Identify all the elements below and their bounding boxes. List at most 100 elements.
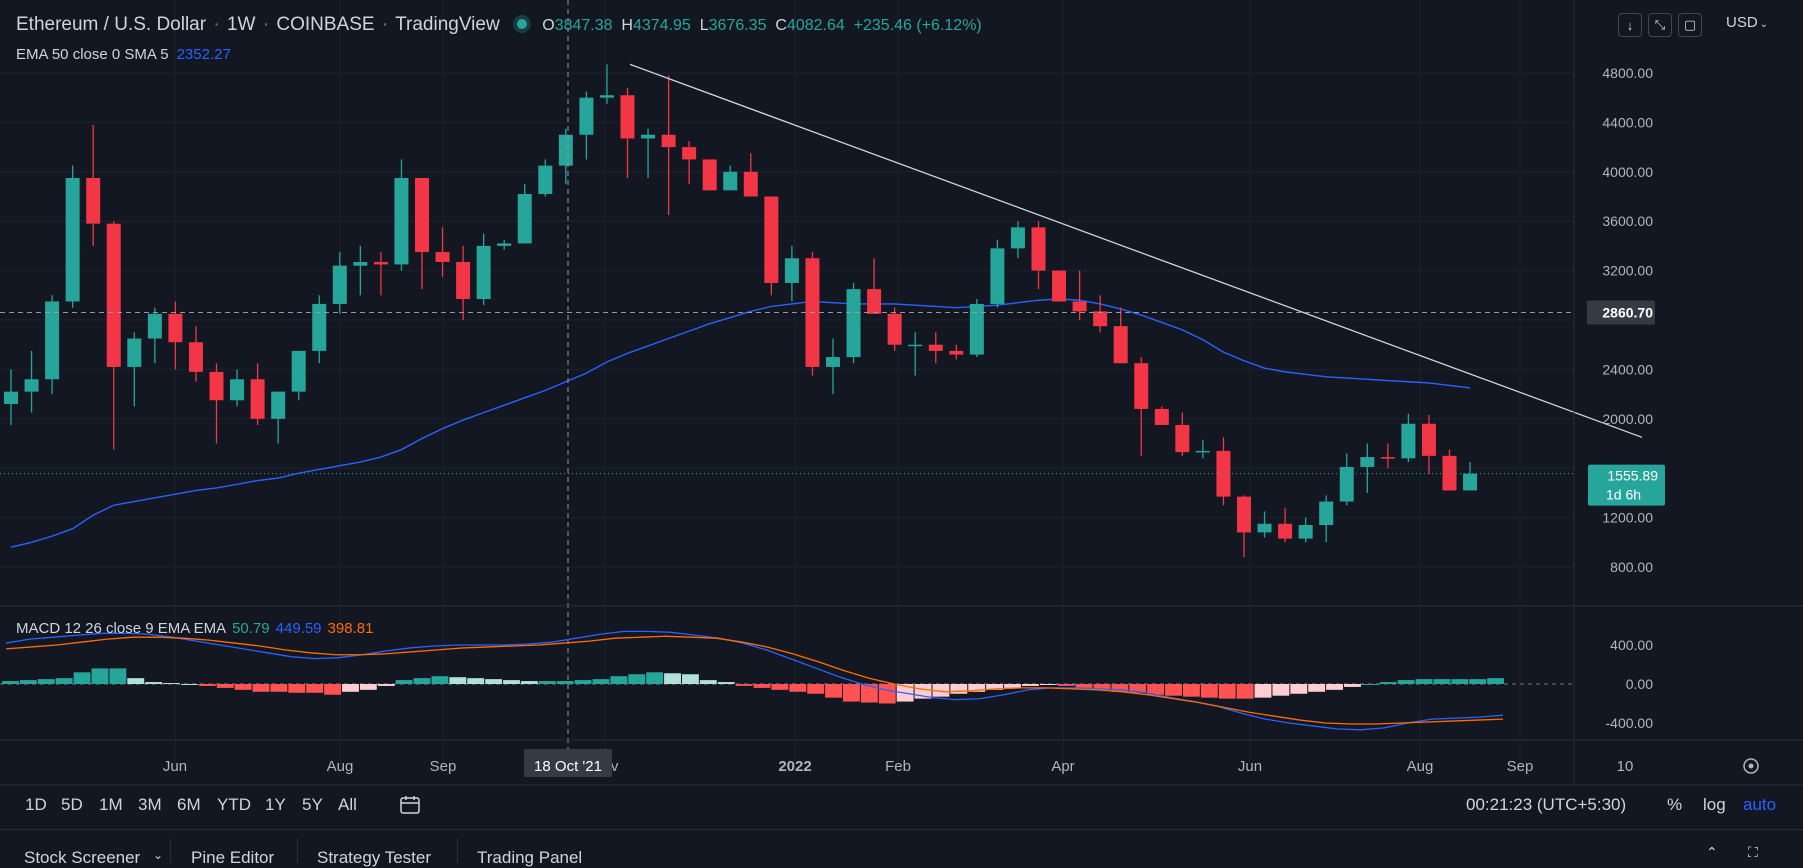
candle[interactable] <box>1052 270 1067 302</box>
candle[interactable] <box>291 350 306 401</box>
candle[interactable] <box>250 363 265 425</box>
range-5y-button[interactable]: 5Y <box>302 795 323 814</box>
candle[interactable] <box>86 124 101 246</box>
candle[interactable] <box>188 326 203 382</box>
candle[interactable] <box>538 159 553 197</box>
candle[interactable] <box>1401 413 1416 463</box>
restore-icon[interactable]: ▢ <box>1678 13 1702 37</box>
range-all-button[interactable]: All <box>338 795 357 814</box>
candle[interactable] <box>1278 507 1293 543</box>
candle[interactable] <box>867 258 882 314</box>
candle[interactable] <box>4 369 18 425</box>
candle[interactable] <box>805 252 820 376</box>
candle[interactable] <box>65 165 80 308</box>
candle[interactable] <box>127 332 142 407</box>
candle[interactable] <box>415 177 429 290</box>
candle[interactable] <box>1463 462 1478 491</box>
tab-stock-screener[interactable]: Stock Screener <box>24 848 141 867</box>
tab-trading-panel[interactable]: Trading Panel <box>477 848 583 867</box>
tab-strategy-tester[interactable]: Strategy Tester <box>317 848 432 867</box>
candle[interactable] <box>394 159 409 271</box>
candle[interactable] <box>497 239 512 250</box>
gear-icon[interactable] <box>1743 758 1759 774</box>
candle[interactable] <box>373 252 388 296</box>
candle[interactable] <box>45 295 60 395</box>
candle[interactable] <box>1298 517 1313 543</box>
candle[interactable] <box>1319 495 1334 543</box>
range-1m-button[interactable]: 1M <box>99 795 123 814</box>
candle[interactable] <box>209 363 224 444</box>
symbol-legend[interactable]: Ethereum / U.S. Dollar · 1W · COINBASE ·… <box>16 14 982 36</box>
candle[interactable] <box>764 196 779 296</box>
candle[interactable] <box>908 332 923 376</box>
macd-pane[interactable] <box>0 630 1574 731</box>
candle[interactable] <box>846 282 861 364</box>
candle[interactable] <box>661 75 676 216</box>
candle[interactable] <box>1442 449 1457 491</box>
candle[interactable] <box>990 239 1005 308</box>
candle[interactable] <box>1360 443 1375 493</box>
candle[interactable] <box>271 391 286 444</box>
candle[interactable] <box>723 165 738 191</box>
candle[interactable] <box>1093 295 1108 333</box>
candle[interactable] <box>928 332 943 364</box>
candle[interactable] <box>1237 495 1251 558</box>
range-ytd-button[interactable]: YTD <box>217 795 251 814</box>
macd-legend[interactable]: MACD 12 26 close 9 EMA EMA 50.79 449.59 398… <box>16 620 373 637</box>
candle[interactable] <box>1216 437 1231 506</box>
range-3m-button[interactable]: 3M <box>138 795 162 814</box>
candle[interactable] <box>682 140 697 185</box>
currency-selector[interactable]: USD ⌄ <box>1726 14 1768 31</box>
collapse-icon[interactable]: ⤡ <box>1648 13 1672 37</box>
range-6m-button[interactable]: 6M <box>177 795 201 814</box>
candle[interactable] <box>435 227 450 277</box>
candle[interactable] <box>1134 357 1149 456</box>
candle[interactable] <box>579 91 594 160</box>
candle[interactable] <box>784 245 799 302</box>
candle[interactable] <box>147 307 162 364</box>
log-scale-button[interactable]: log <box>1703 795 1726 814</box>
candle[interactable] <box>620 87 635 178</box>
candle[interactable] <box>558 128 573 185</box>
candle[interactable] <box>826 338 840 395</box>
candle[interactable] <box>456 245 471 320</box>
price-pane[interactable] <box>0 0 1643 765</box>
percent-scale-button[interactable]: % <box>1667 795 1683 814</box>
candle[interactable] <box>1421 415 1436 475</box>
range-5d-button[interactable]: 5D <box>61 795 83 814</box>
maximize-icon[interactable]: ⛶ <box>1748 844 1758 860</box>
candle[interactable] <box>1195 439 1210 459</box>
candle[interactable] <box>743 153 758 197</box>
candle[interactable] <box>1154 406 1169 425</box>
candle[interactable] <box>106 221 121 450</box>
tab-pine-editor[interactable]: Pine Editor <box>191 848 275 867</box>
ema-legend[interactable]: EMA 50 close 0 SMA 5 2352.27 <box>16 46 231 63</box>
candle[interactable] <box>949 344 964 360</box>
time-readout[interactable]: 00:21:23 (UTC+5:30) <box>1466 795 1627 814</box>
candle[interactable] <box>517 184 532 244</box>
candle[interactable] <box>312 295 327 364</box>
candle[interactable] <box>969 299 984 358</box>
candle[interactable] <box>1010 221 1025 259</box>
candle[interactable] <box>230 369 245 407</box>
candle[interactable] <box>1175 412 1190 456</box>
candle[interactable] <box>1339 453 1354 506</box>
range-1y-button[interactable]: 1Y <box>265 795 286 814</box>
candle[interactable] <box>476 233 491 306</box>
range-1d-button[interactable]: 1D <box>25 795 47 814</box>
candle[interactable] <box>24 350 39 413</box>
candle[interactable] <box>887 307 902 351</box>
candle[interactable] <box>1380 443 1395 469</box>
calendar-icon[interactable] <box>399 795 421 815</box>
auto-scale-button[interactable]: auto <box>1743 795 1777 814</box>
candle[interactable] <box>353 245 368 296</box>
candle[interactable] <box>1257 511 1272 538</box>
chevron-down-icon[interactable]: ⌄ <box>153 848 164 862</box>
candle[interactable] <box>702 159 717 191</box>
candle[interactable] <box>1113 307 1128 364</box>
chevron-up-icon[interactable]: ⌃ <box>1706 844 1718 860</box>
candle[interactable] <box>641 128 656 178</box>
arrow-down-icon[interactable]: ↓ <box>1618 13 1642 37</box>
candle[interactable] <box>599 64 614 104</box>
candle[interactable] <box>332 252 347 314</box>
